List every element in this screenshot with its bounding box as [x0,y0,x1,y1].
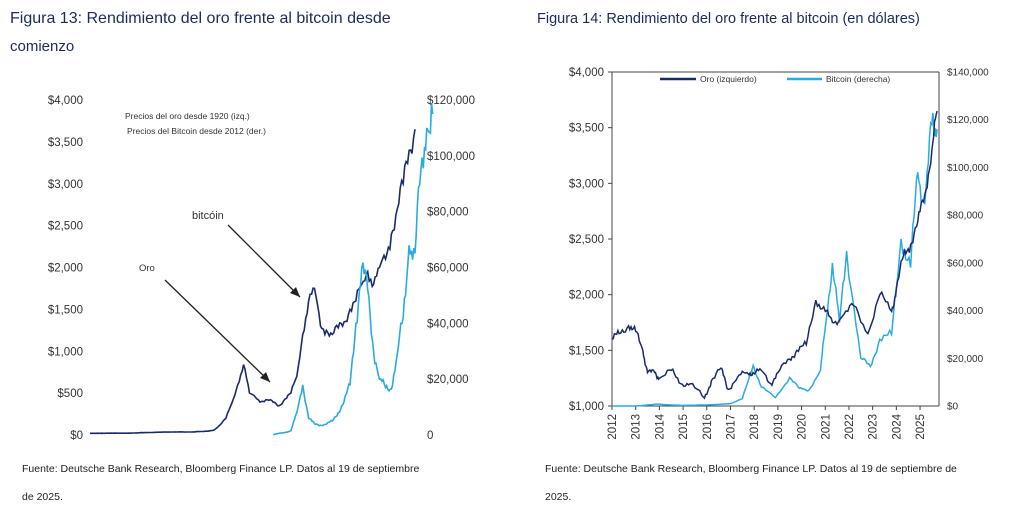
y-left-tick-label: $2,000 [48,263,83,275]
x-tick-label: 2023 [868,414,880,440]
figure-13-source: Fuente: Deutsche Bank Research, Bloomber… [22,455,419,511]
x-tick-label: 2012 [607,414,619,440]
legend-note-gold: Precios del oro desde 1920 (izq.) [125,111,250,121]
figure-13-title: Figura 13: Rendimiento del oro frente al… [10,7,391,59]
y-right-tick-label: $20,000 [947,354,984,365]
y-right-tick-label: $80,000 [427,207,469,219]
annotation-gold-arrowhead [260,372,270,382]
x-tick-label: 2016 [702,414,714,440]
x-tick-label: 2024 [891,413,903,439]
gold-price-line [611,110,938,400]
x-tick-label: 2017 [725,414,737,440]
figure-13-title-line2: comienzo [10,38,75,55]
figure-13-source-line1: Fuente: Deutsche Bank Research, Bloomber… [22,463,420,475]
y-left-tick-label: $2,000 [569,290,604,302]
y-left-tick-label: $500 [57,388,83,400]
figure-13-source-line2: de 2025. [22,491,63,503]
annotation-bitcoin-label: bitcóin [192,210,224,222]
y-right-tick-label: $100,000 [427,151,475,163]
figure-14-title-line1: Figura 14: Rendimiento del oro frente al… [537,11,920,27]
y-right-tick-label: $20,000 [427,374,469,386]
y-right-tick-label: $40,000 [947,306,984,317]
y-left-tick-label: $3,000 [569,178,604,190]
x-tick-label: 2018 [749,414,761,440]
y-left-tick-label: $1,000 [569,401,604,413]
figure-14-source-line1: Fuente: Deutsche Bank Research, Bloomber… [545,463,957,475]
y-left-tick-label: $3,500 [569,123,604,135]
figure-14-source-line2: 2025. [545,491,572,503]
x-tick-label: 2019 [773,414,785,440]
annotation-bitcoin-arrowhead [290,287,300,297]
y-right-tick-label: $60,000 [427,263,469,275]
x-tick-label: 2013 [631,414,643,440]
y-left-tick-label: $3,000 [48,179,83,191]
y-left-tick-label: $1,500 [569,345,604,357]
legend-note-bitcoin: Precios del Bitcoin desde 2012 (der.) [127,126,266,136]
y-right-tick-label: $40,000 [427,318,469,330]
y-right-tick-label: $120,000 [427,95,475,107]
y-left-tick-label: $4,000 [569,67,604,79]
y-left-tick-label: $2,500 [48,221,83,233]
annotation-gold-arrow [164,279,271,383]
y-right-tick-label: $100,000 [947,163,989,174]
y-right-tick-label: $140,000 [947,68,989,79]
annotation-bitcoin-arrow [227,224,301,298]
figure-14-title: Figura 14: Rendimiento del oro frente al… [537,7,920,31]
y-left-tick-label: $1,500 [48,304,83,316]
x-tick-label: 2021 [820,414,832,440]
legend-gold-label: Oro (izquierdo) [700,74,757,84]
figure-14-source: Fuente: Deutsche Bank Research, Bloomber… [545,455,957,511]
y-right-tick-label: $120,000 [947,115,989,126]
x-tick-label: 2022 [844,414,856,440]
x-tick-label: 2014 [654,413,666,439]
y-right-tick-label: $0 [947,402,959,413]
x-tick-label: 2025 [915,414,927,440]
bitcoin-price-line [612,112,938,407]
y-left-tick-label: $2,500 [569,234,604,246]
legend-bitcoin-label: Bitcoin (derecha) [826,74,890,84]
y-right-tick-label: $60,000 [947,258,984,269]
x-tick-label: 2015 [678,414,690,440]
annotation-gold-label: Oro [139,263,155,274]
y-left-tick-label: $0 [70,430,83,442]
y-left-tick-label: $4,000 [48,95,83,107]
bitcoin-price-line [273,103,434,436]
y-right-tick-label: 0 [427,430,433,442]
y-right-tick-label: $80,000 [947,211,984,222]
x-tick-label: 2020 [797,414,809,440]
y-left-tick-label: $1,000 [48,346,83,358]
figure-13-title-line1: Figura 13: Rendimiento del oro frente al… [10,10,391,27]
y-left-tick-label: $3,500 [48,137,83,149]
